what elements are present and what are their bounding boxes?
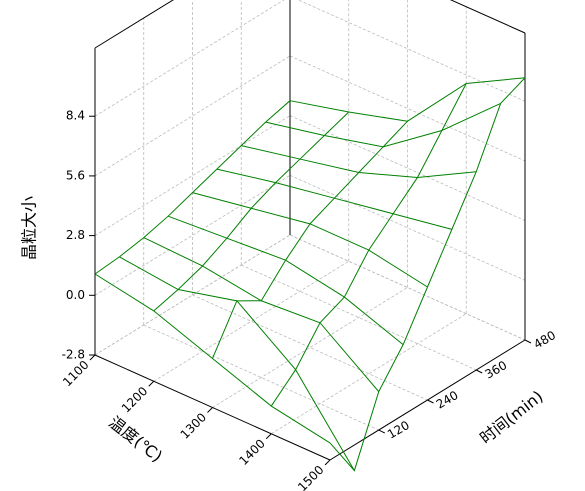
tick-mark: [324, 459, 331, 466]
grid-line: [297, 0, 526, 102]
surface-wire: [94, 273, 331, 444]
surface-wire: [192, 192, 428, 288]
z-axis-title: 晶粒大小: [20, 196, 39, 260]
x-tick-label: 1100: [60, 358, 91, 389]
x-tick-label: 1500: [295, 463, 326, 491]
tick-mark: [89, 354, 96, 361]
surface-wire: [265, 102, 501, 148]
grid-line: [289, 55, 526, 162]
y-tick-label: 360: [483, 358, 510, 382]
surface-wire: [167, 215, 404, 346]
grid-line: [143, 324, 379, 431]
z-tick-label: 8.4: [66, 109, 85, 123]
tick-mark: [524, 339, 532, 344]
y-tick-label: 240: [434, 388, 461, 412]
grid-line: [153, 260, 349, 382]
tick-mark: [427, 399, 434, 404]
surface-wire: [119, 256, 355, 471]
tick-mark: [476, 369, 483, 374]
z-tick-label: 2.8: [66, 228, 85, 242]
grid-line: [94, 234, 291, 356]
grid-line: [94, 55, 291, 177]
tick-mark: [265, 433, 272, 440]
x-tick-label: 1400: [236, 436, 267, 467]
z-tick-label: 5.6: [66, 168, 85, 182]
tick-mark: [148, 380, 155, 387]
surface-wire: [143, 237, 380, 392]
surface-wire: [216, 168, 453, 230]
axis-line: [449, 0, 526, 34]
surface-wire: [289, 77, 526, 122]
y-tick-label: 480: [531, 328, 558, 352]
grid-line: [212, 287, 408, 408]
grid-line: [289, 174, 526, 281]
surface-wire: [241, 145, 477, 178]
x-tick-label: 1200: [119, 384, 150, 415]
y-axis-title: 时间(min): [476, 387, 547, 448]
surface-wire: [329, 77, 526, 472]
grid-line: [271, 313, 467, 435]
grid-line: [94, 174, 291, 296]
grid-line: [289, 234, 526, 341]
tick-mark: [207, 407, 213, 413]
grid-line: [241, 264, 477, 371]
grid-line: [94, 115, 291, 236]
z-tick-label: -2.8: [62, 348, 85, 362]
x-tick-label: 1300: [178, 410, 209, 441]
grid-line: [192, 294, 428, 401]
tick-mark: [378, 429, 385, 434]
grid-line: [94, 0, 285, 117]
surface-wire: [212, 120, 408, 359]
z-tick-label: 0.0: [66, 288, 85, 302]
y-tick-label: 120: [385, 418, 412, 442]
axis-line: [94, 0, 174, 49]
x-axis-title: 温度(℃): [105, 412, 166, 465]
grid-line: [289, 115, 526, 221]
